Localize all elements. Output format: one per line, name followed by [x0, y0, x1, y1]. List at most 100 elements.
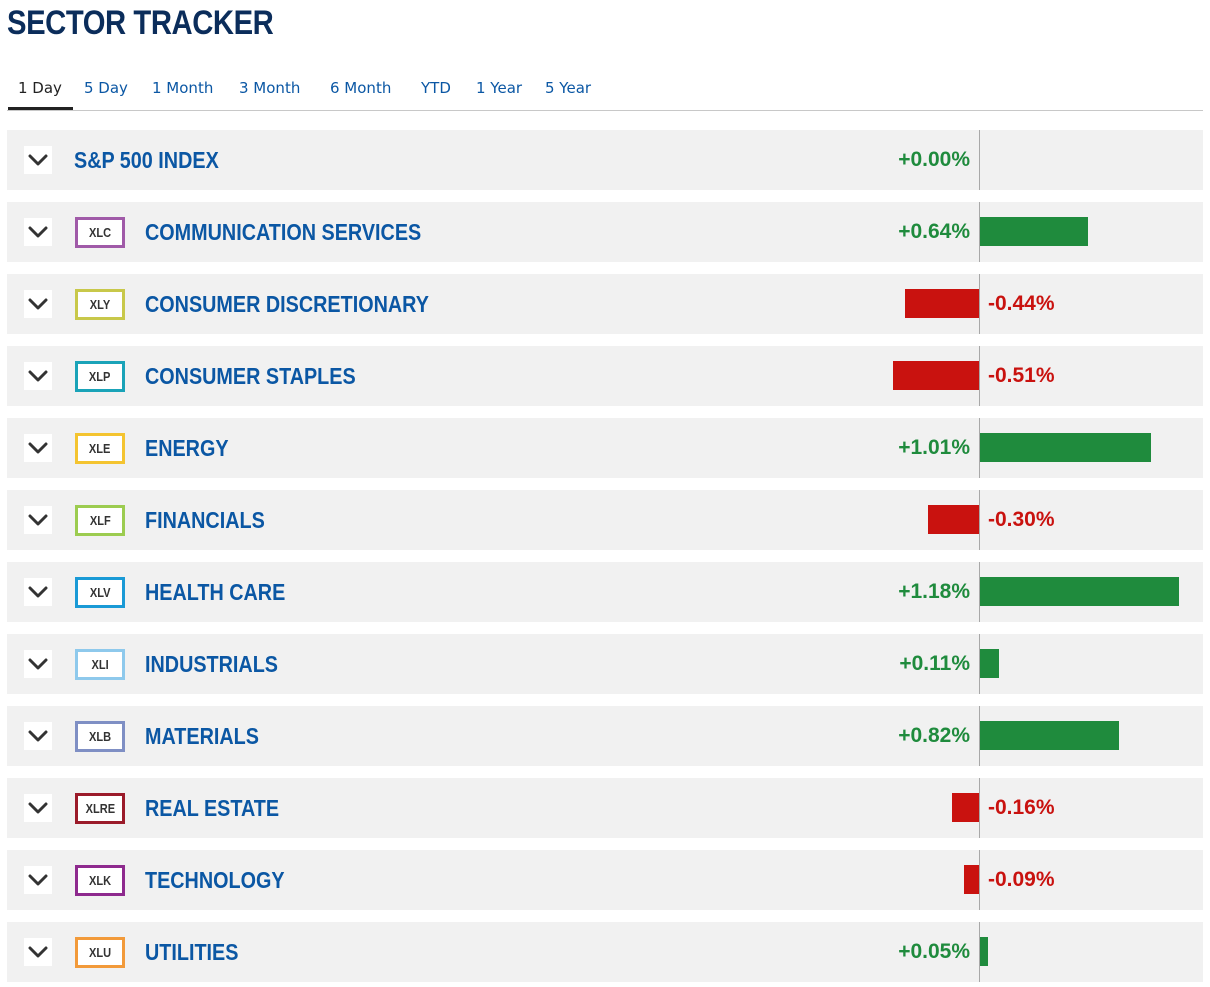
zero-axis-line: [979, 490, 980, 550]
tab-5-year[interactable]: 5 Year: [545, 79, 592, 97]
tab-1-day[interactable]: 1 Day: [8, 74, 73, 110]
sector-row[interactable]: XLU UTILITIES +0.05%: [7, 922, 1203, 982]
chevron-down-icon[interactable]: [24, 722, 52, 750]
ticker-badge: XLE: [75, 433, 125, 464]
change-bar: [952, 793, 979, 822]
zero-axis-line: [979, 778, 980, 838]
chevron-down-icon[interactable]: [24, 290, 52, 318]
chevron-down-icon[interactable]: [24, 434, 52, 462]
sector-name-link[interactable]: CONSUMER STAPLES: [145, 363, 356, 389]
percent-change: -0.44%: [988, 292, 1055, 315]
percent-change: -0.16%: [988, 796, 1055, 819]
sector-name-link[interactable]: REAL ESTATE: [145, 795, 280, 821]
period-tabs: 1 Day 5 Day 1 Month 3 Month 6 Month YTD …: [7, 74, 1203, 111]
change-bar: [980, 577, 1179, 606]
sector-name-link[interactable]: COMMUNICATION SERVICES: [145, 219, 422, 245]
ticker-badge: XLP: [75, 361, 125, 392]
tab-3-month[interactable]: 3 Month: [239, 79, 301, 97]
ticker-badge: XLRE: [75, 793, 125, 824]
sector-row[interactable]: XLB MATERIALS +0.82%: [7, 706, 1203, 766]
zero-axis-line: [979, 274, 980, 334]
sector-name-link[interactable]: TECHNOLOGY: [145, 867, 285, 893]
sector-row[interactable]: XLP CONSUMER STAPLES -0.51%: [7, 346, 1203, 406]
zero-axis-line: [979, 418, 980, 478]
tab-5-day[interactable]: 5 Day: [84, 79, 128, 97]
ticker-badge: XLY: [75, 289, 125, 320]
chevron-down-icon[interactable]: [24, 578, 52, 606]
sector-row[interactable]: XLC COMMUNICATION SERVICES +0.64%: [7, 202, 1203, 262]
sector-name-link[interactable]: FINANCIALS: [145, 507, 265, 533]
percent-change: -0.30%: [988, 508, 1055, 531]
change-bar: [980, 721, 1119, 750]
ticker-label: XLF: [89, 513, 111, 528]
percent-change: +1.01%: [898, 436, 970, 459]
tab-1-year[interactable]: 1 Year: [476, 79, 523, 97]
percent-change: +0.64%: [898, 220, 970, 243]
chevron-down-icon[interactable]: [24, 218, 52, 246]
percent-change: -0.51%: [988, 364, 1055, 387]
zero-axis-line: [979, 634, 980, 694]
sector-name-link[interactable]: CONSUMER DISCRETIONARY: [145, 291, 429, 317]
zero-axis-line: [979, 346, 980, 406]
sector-name-link[interactable]: ENERGY: [145, 435, 229, 461]
sector-row[interactable]: XLV HEALTH CARE +1.18%: [7, 562, 1203, 622]
change-bar: [928, 505, 979, 534]
percent-change: +0.11%: [899, 652, 970, 675]
percent-change: +0.00%: [898, 148, 970, 171]
sector-name-link[interactable]: INDUSTRIALS: [145, 651, 278, 677]
zero-axis-line: [979, 562, 980, 622]
sector-row[interactable]: XLI INDUSTRIALS +0.11%: [7, 634, 1203, 694]
zero-axis-line: [979, 850, 980, 910]
ticker-badge: XLV: [75, 577, 125, 608]
sector-name-link[interactable]: UTILITIES: [145, 939, 239, 965]
percent-change: -0.09%: [988, 868, 1055, 891]
change-bar: [893, 361, 979, 390]
sector-name-link[interactable]: MATERIALS: [145, 723, 259, 749]
chevron-down-icon[interactable]: [24, 938, 52, 966]
sector-name-link[interactable]: HEALTH CARE: [145, 579, 286, 605]
ticker-label: XLY: [89, 297, 111, 312]
tab-6-month[interactable]: 6 Month: [330, 79, 392, 97]
zero-axis-line: [979, 922, 980, 982]
percent-change: +0.05%: [898, 940, 970, 963]
zero-axis-line: [979, 130, 980, 190]
ticker-label: XLU: [88, 945, 112, 960]
ticker-label: XLB: [88, 729, 112, 744]
chevron-down-icon[interactable]: [24, 362, 52, 390]
ticker-label: XLP: [89, 369, 111, 384]
zero-axis-line: [979, 706, 980, 766]
sector-row[interactable]: XLRE REAL ESTATE -0.16%: [7, 778, 1203, 838]
ticker-badge: XLK: [75, 865, 125, 896]
zero-axis-line: [979, 202, 980, 262]
ticker-label: XLRE: [85, 801, 115, 816]
ticker-label: XLV: [89, 585, 111, 600]
change-bar: [964, 865, 979, 894]
tab-1-month[interactable]: 1 Month: [152, 79, 214, 97]
chevron-down-icon[interactable]: [24, 506, 52, 534]
ticker-badge: XLU: [75, 937, 125, 968]
sector-row[interactable]: XLE ENERGY +1.01%: [7, 418, 1203, 478]
sector-name-link[interactable]: S&P 500 INDEX: [74, 147, 219, 173]
chevron-down-icon[interactable]: [24, 650, 52, 678]
tab-ytd[interactable]: YTD: [421, 79, 451, 97]
change-bar: [980, 217, 1088, 246]
chevron-down-icon[interactable]: [24, 794, 52, 822]
page-title: SECTOR TRACKER: [7, 4, 274, 42]
sector-row[interactable]: XLY CONSUMER DISCRETIONARY -0.44%: [7, 274, 1203, 334]
chevron-down-icon[interactable]: [24, 146, 52, 174]
percent-change: +0.82%: [898, 724, 970, 747]
ticker-label: XLK: [88, 873, 112, 888]
ticker-label: XLE: [89, 441, 111, 456]
percent-change: +1.18%: [898, 580, 970, 603]
ticker-badge: XLB: [75, 721, 125, 752]
ticker-label: XLC: [88, 225, 112, 240]
ticker-badge: XLC: [75, 217, 125, 248]
change-bar: [980, 649, 999, 678]
change-bar: [980, 937, 988, 966]
chevron-down-icon[interactable]: [24, 866, 52, 894]
ticker-badge: XLI: [75, 649, 125, 680]
change-bar: [905, 289, 979, 318]
sector-row[interactable]: XLF FINANCIALS -0.30%: [7, 490, 1203, 550]
index-row[interactable]: S&P 500 INDEX +0.00%: [7, 130, 1203, 190]
sector-row[interactable]: XLK TECHNOLOGY -0.09%: [7, 850, 1203, 910]
